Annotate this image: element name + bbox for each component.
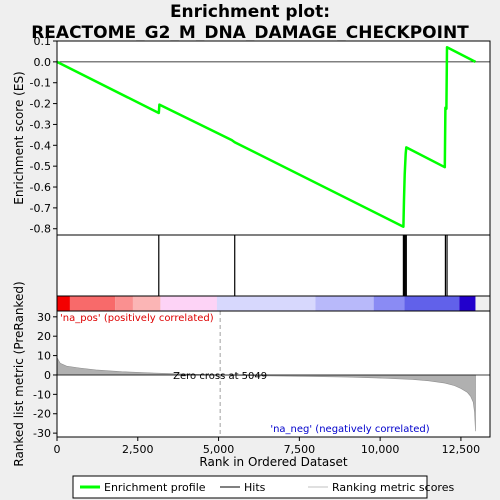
es-ytick-label: -0.5 xyxy=(30,160,51,173)
es-ytick-label: -0.7 xyxy=(30,202,51,215)
label-negative: 'na_neg' (negatively correlated) xyxy=(270,424,429,435)
legend-label: Enrichment profile xyxy=(104,481,206,494)
es-panel: 0.1 0.0 -0.1 -0.2 -0.3 -0.4 -0.5 -0.6 -0.7 -0.8 En… xyxy=(12,35,491,236)
legend-label: Hits xyxy=(244,481,266,494)
es-ytick-label: 0.0 xyxy=(34,56,52,69)
x-axis: 0 2,500 5,000 7,500 10,000 12,500 Rank in Orde… xyxy=(54,437,481,469)
colorbar-segment xyxy=(57,296,70,311)
title-line-1: Enrichment plot: xyxy=(169,2,331,22)
colorbar-segment xyxy=(132,296,161,311)
hits-panel xyxy=(56,234,491,297)
rank-colorbar xyxy=(56,295,491,312)
ranked-ytick-label: 0 xyxy=(44,369,51,382)
colorbar-segment xyxy=(216,296,316,311)
es-ytick-label: -0.4 xyxy=(30,139,51,152)
es-ytick-label: -0.3 xyxy=(30,118,51,131)
ranked-ytick-label: 20 xyxy=(37,330,51,343)
ranking-metric-area xyxy=(56,357,476,432)
es-ytick-label: -0.1 xyxy=(30,77,51,90)
es-ytick-label: -0.2 xyxy=(30,98,51,111)
ranked-metric-panel: 30 20 10 0 -10 -20 -30 'na_pos' (positively cor… xyxy=(12,281,491,467)
colorbar-segment xyxy=(160,296,217,311)
colorbar-segment xyxy=(315,296,374,311)
ranked-ytick-label: 10 xyxy=(37,350,51,363)
legend-box xyxy=(72,475,428,499)
colorbar-segment xyxy=(115,296,133,311)
zero-cross-label: Zero cross at 5049 xyxy=(173,371,267,382)
xtick-label: 0 xyxy=(54,443,61,456)
colorbar-segment xyxy=(69,296,116,311)
xlabel: Rank in Ordered Dataset xyxy=(199,455,347,469)
ranked-ytick-label: -20 xyxy=(33,408,51,421)
xtick-label: 5,000 xyxy=(203,443,235,456)
ranked-ytick-label: -30 xyxy=(33,427,51,440)
legend: Enrichment profile Hits Ranking metric sco… xyxy=(72,475,454,499)
enrichment-profile-line xyxy=(56,46,477,228)
ranked-ytick-label: 30 xyxy=(37,311,51,324)
hits-area xyxy=(56,234,491,297)
colorbar-segment xyxy=(373,296,405,311)
xtick-label: 10,000 xyxy=(361,443,400,456)
es-ylabel: Enrichment score (ES) xyxy=(12,71,26,204)
label-positive: 'na_pos' (positively correlated) xyxy=(60,313,214,324)
colorbar-segment xyxy=(404,296,460,311)
ranked-ylabel: Ranked list metric (PreRanked) xyxy=(12,281,26,466)
es-ytick-label: 0.1 xyxy=(34,35,52,48)
legend-label: Ranking metric scores xyxy=(332,481,454,494)
chart-title: Enrichment plot: REACTOME_G2_M_DNA_DAMAG… xyxy=(0,2,500,44)
es-plot-area xyxy=(57,41,490,235)
es-ytick-label: -0.6 xyxy=(30,181,51,194)
xtick-label: 7,500 xyxy=(284,443,316,456)
ranked-frame xyxy=(56,310,491,438)
xtick-label: 2,500 xyxy=(122,443,154,456)
xtick-label: 12,500 xyxy=(442,443,481,456)
es-ytick-label: -0.8 xyxy=(30,223,51,236)
colorbar-segment xyxy=(459,296,476,311)
title-line-2: REACTOME_G2_M_DNA_DAMAGE_CHECKPOINT xyxy=(31,23,469,43)
ranked-ytick-label: -10 xyxy=(33,388,51,401)
